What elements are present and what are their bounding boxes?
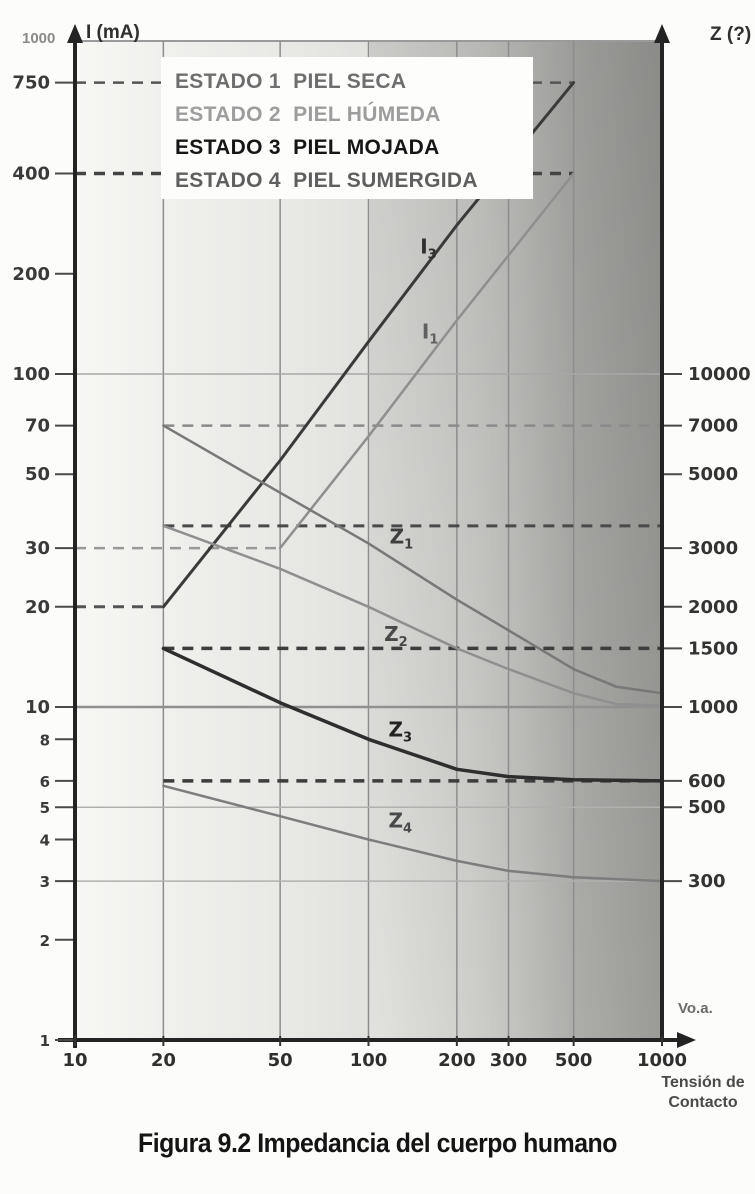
y-left-axis-arrow-icon	[67, 24, 83, 43]
y-right-axis-arrow-icon	[654, 24, 670, 43]
y-left-axis-title: I (mA)	[86, 22, 140, 43]
legend-item-estado-4: ESTADO 4 PIEL SUMERGIDA	[175, 169, 478, 192]
y-right-tick-label-1000: 1000	[688, 697, 738, 718]
y-right-tick-label-600: 600	[688, 771, 726, 792]
y-left-tick-label-20: 20	[25, 597, 50, 618]
x-tick-label-200: 200	[438, 1050, 476, 1071]
y-left-tick-label-2: 2	[40, 932, 50, 950]
y-left-tick-label-8: 8	[40, 731, 50, 749]
y-left-tick-label-1: 1	[40, 1032, 50, 1050]
curve-label-I1: I1	[422, 319, 439, 347]
curve-label-Z3: Z3	[389, 718, 413, 746]
curve-Z2	[162, 524, 664, 707]
y-right-tick-label-300: 300	[688, 871, 726, 892]
figure-caption: Figura 9.2 Impedancia del cuerpo humano	[138, 1128, 617, 1158]
y-left-tick-label-50: 50	[25, 464, 50, 485]
curve-label-Z1: Z1	[390, 524, 414, 552]
legend-item-estado-1: ESTADO 1 PIEL SECA	[175, 70, 407, 93]
x-tick-label-1000: 1000	[637, 1050, 687, 1071]
y-left-tick-label-100: 100	[12, 364, 50, 385]
y-left-tick-label-3: 3	[40, 873, 50, 891]
x-axis-title-line2: Contacto	[668, 1094, 738, 1111]
y-right-tick-label-2000: 2000	[688, 597, 738, 618]
curve-label-Z2: Z2	[384, 622, 408, 650]
x-tick-label-10: 10	[62, 1050, 87, 1071]
curve-I1	[278, 172, 575, 550]
y-right-tick-label-5000: 5000	[688, 464, 738, 485]
legend-item-estado-3: ESTADO 3 PIEL MOJADA	[175, 136, 440, 159]
legend-item-estado-2: ESTADO 2 PIEL HÚMEDA	[175, 103, 441, 126]
curve-label-Z4: Z4	[389, 808, 413, 836]
y-right-tick-label-7000: 7000	[688, 416, 738, 437]
y-left-tick-label-30: 30	[25, 538, 50, 559]
y-left-tick-label-6: 6	[40, 773, 50, 791]
x-tick-label-50: 50	[268, 1050, 293, 1071]
y-left-tick-label-200: 200	[12, 264, 50, 285]
curve-Z3	[161, 646, 664, 783]
y-left-tick-label-4: 4	[40, 832, 50, 850]
y-left-tick-label-70: 70	[25, 416, 50, 437]
y-left-tick-label-400: 400	[12, 164, 50, 185]
curve-label-I3: I3	[420, 235, 437, 263]
x-tick-label-20: 20	[151, 1050, 176, 1071]
x-tick-label-500: 500	[555, 1050, 593, 1071]
x-axis-arrow-icon	[677, 1032, 696, 1048]
x-axis-arrow-label: Vo.a.	[678, 1000, 713, 1017]
x-tick-label-100: 100	[350, 1050, 388, 1071]
y-left-tick-label-10: 10	[25, 697, 50, 718]
y-right-tick-label-1500: 1500	[688, 638, 738, 659]
y-right-tick-label-500: 500	[688, 797, 726, 818]
y-left-axis-max-label: 1000	[22, 30, 56, 47]
y-right-axis-title: Z (?)	[710, 24, 752, 45]
y-right-tick-label-3000: 3000	[688, 538, 738, 559]
y-left-tick-label-750: 750	[12, 73, 50, 94]
legend-box: ESTADO 1 PIEL SECA ESTADO 2 PIEL HÚMEDA …	[161, 57, 533, 199]
y-left-tick-label-5: 5	[40, 799, 50, 817]
curve-Z4	[162, 784, 664, 883]
plot-background-shade	[370, 41, 662, 1040]
y-right-tick-label-10000: 10000	[688, 364, 751, 385]
x-tick-label-300: 300	[490, 1050, 528, 1071]
curve-Z1	[162, 424, 664, 695]
x-axis-title-line1: Tensión de	[661, 1074, 745, 1091]
